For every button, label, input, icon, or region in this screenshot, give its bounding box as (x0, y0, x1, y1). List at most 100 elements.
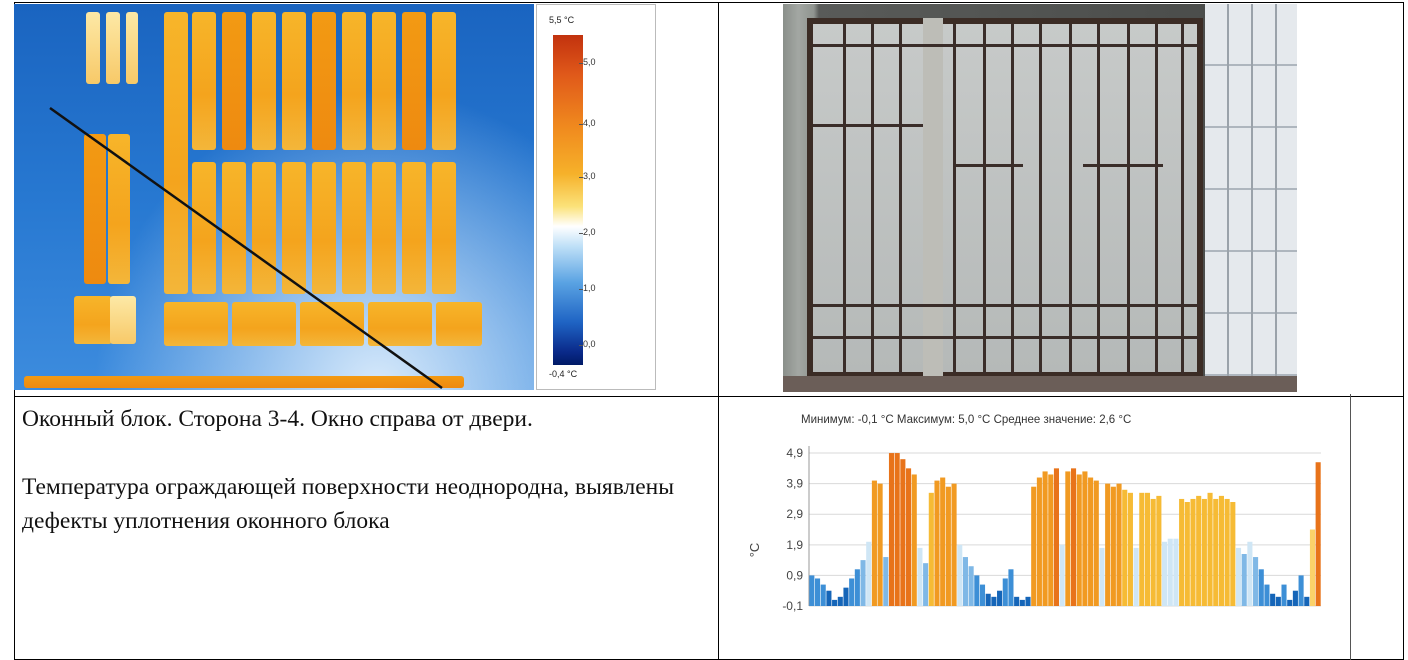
chart-bar (991, 596, 997, 606)
chart-bar (945, 486, 951, 606)
chart-bar (1218, 495, 1224, 606)
chart-bar (1162, 541, 1168, 606)
thermo-pane (192, 12, 216, 150)
chart-bar (997, 590, 1003, 606)
thermo-pane (312, 12, 336, 150)
chart-bar (1235, 547, 1242, 606)
chart-bar (854, 569, 860, 606)
chart-bar (968, 566, 974, 606)
chart-bar (1065, 471, 1071, 606)
y-tick-label: 2,9 (786, 507, 803, 521)
chart-bar (951, 483, 957, 606)
chart-bar (1053, 468, 1060, 606)
chart-bar (1201, 498, 1207, 606)
chart-bar (1014, 596, 1020, 606)
chart-bar (1309, 529, 1316, 606)
chart-bar (1059, 544, 1065, 606)
min-label: Минимум: (801, 414, 855, 426)
caption-text: Оконный блок. Сторона 3-4. Окно справа о… (22, 402, 682, 538)
window-sill (783, 376, 1297, 392)
grille-bar (953, 164, 1023, 167)
chart-bar (1196, 495, 1202, 606)
chart-bar (1167, 538, 1173, 606)
chart-bar (1190, 498, 1196, 606)
thermo-pane (222, 162, 246, 294)
grille-bar (1069, 24, 1072, 374)
thermo-pane (432, 12, 456, 150)
chart-bar (1156, 495, 1162, 606)
thermo-pane (84, 134, 106, 284)
grille-bar (1181, 24, 1184, 374)
grille-bar (1011, 24, 1014, 374)
chart-bar (957, 544, 963, 606)
legend-tick: 2,0 (579, 227, 596, 237)
chart-bar (1042, 471, 1048, 606)
chart-bar (1173, 538, 1179, 606)
chart-bar (1070, 468, 1077, 606)
chart-bar (1099, 547, 1105, 606)
thermo-pane (432, 162, 456, 294)
legend-min-label: -0,4 °C (549, 369, 578, 379)
chart-bar (1275, 596, 1281, 606)
thermo-pane (108, 134, 130, 284)
thermo-pane (106, 12, 120, 84)
legend-color-bar (553, 35, 583, 365)
chart-bar (849, 578, 855, 606)
avg-label: Среднее значение: (993, 414, 1096, 426)
thermogram-profile-line (49, 106, 443, 390)
y-tick-label: 4,9 (786, 446, 803, 460)
chart-bar (894, 453, 900, 606)
chart-bar (837, 596, 843, 606)
chart-bar (1116, 483, 1122, 606)
max-label: Максимум: (896, 414, 956, 426)
chart-bar (888, 453, 895, 606)
thermo-pane (232, 302, 296, 346)
chart-bar (1213, 498, 1219, 606)
chart-bar (1110, 486, 1116, 606)
thermo-pane (74, 296, 112, 344)
grille-bar (813, 304, 1203, 307)
chart-bar (1184, 502, 1190, 606)
chart-bar (1150, 498, 1156, 606)
chart-bar (923, 563, 929, 606)
thermogram-image (14, 4, 534, 390)
temperature-profile-chart: Минимум: -0,1 °C Максимум: 5,0 °C Средне… (705, 394, 1351, 660)
chart-bar (814, 578, 821, 606)
grille-bar (953, 24, 956, 374)
chart-bar (1241, 554, 1247, 606)
grille-bar (1083, 164, 1163, 167)
chart-bar (1258, 569, 1264, 606)
chart-bar (1133, 547, 1139, 606)
chart-bar (1179, 498, 1185, 606)
chart-bar (1292, 590, 1298, 606)
chart-bar (1253, 557, 1259, 606)
thermo-pane (164, 302, 228, 346)
table-divider-horizontal (15, 396, 1403, 397)
chart-bar (1082, 471, 1088, 606)
grille-bar (1127, 24, 1130, 374)
min-value: -0,1 °C (857, 414, 894, 426)
chart-bar (1224, 498, 1230, 606)
max-value: 5,0 °C (958, 414, 991, 426)
thermo-pane (252, 12, 276, 150)
thermo-pane (368, 302, 432, 346)
chart-bar (1088, 477, 1094, 606)
thermo-pane (86, 12, 100, 84)
chart-bar (1304, 596, 1310, 606)
chart-bar (1122, 489, 1128, 606)
chart-bar (809, 575, 815, 606)
chart-bar (1247, 541, 1253, 606)
chart-summary: Минимум: -0,1 °C Максимум: 5,0 °C Средне… (801, 414, 1131, 426)
thermo-pane (282, 12, 306, 150)
chart-bar (1008, 569, 1014, 606)
wall-tiles (1205, 4, 1297, 392)
thermo-pane (192, 162, 216, 294)
chart-bar (843, 587, 849, 606)
caption-title: Оконный блок. Сторона 3-4. Окно справа о… (22, 406, 533, 432)
thermo-pane (436, 302, 482, 346)
grille-bar (1039, 24, 1042, 374)
thermo-pane (164, 12, 188, 294)
chart-bar (1139, 492, 1145, 606)
legend-tick: 5,0 (579, 57, 596, 67)
legend-max-label: 5,5 °C (549, 15, 575, 25)
